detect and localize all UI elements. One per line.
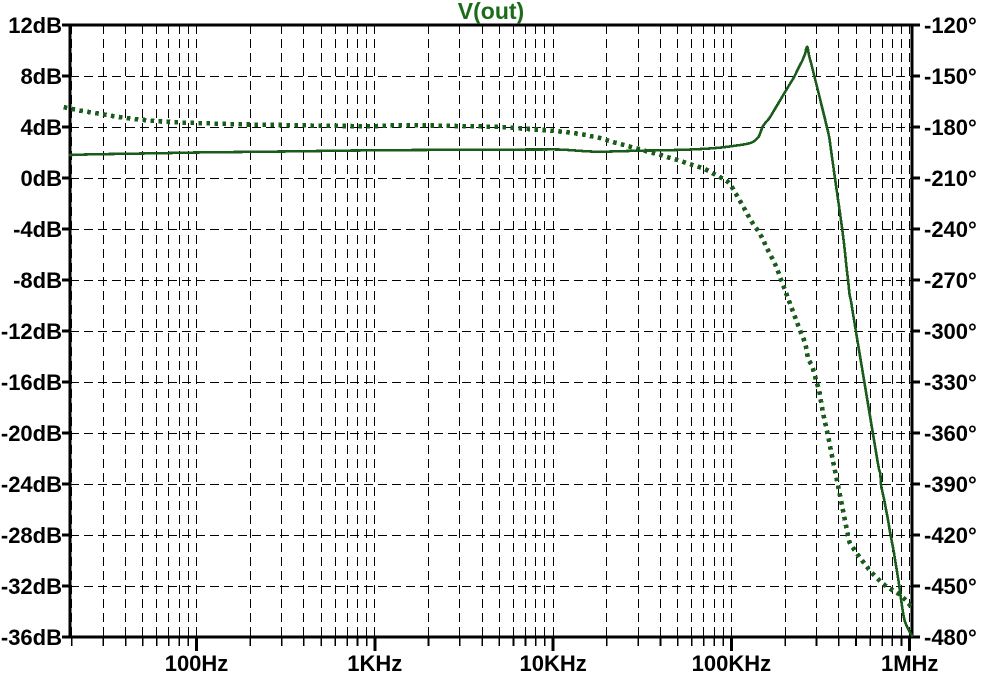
- svg-text:-32dB: -32dB: [1, 574, 62, 599]
- svg-text:-8dB: -8dB: [13, 268, 62, 293]
- svg-text:-4dB: -4dB: [13, 217, 62, 242]
- svg-text:100Hz: 100Hz: [165, 651, 229, 676]
- svg-text:-420°: -420°: [924, 523, 977, 548]
- svg-text:-450°: -450°: [924, 574, 977, 599]
- svg-text:-240°: -240°: [924, 217, 977, 242]
- svg-text:-270°: -270°: [924, 268, 977, 293]
- svg-text:1MHz: 1MHz: [881, 651, 938, 676]
- svg-text:-480°: -480°: [924, 625, 977, 650]
- svg-text:12dB: 12dB: [8, 13, 62, 38]
- svg-text:V(out): V(out): [458, 0, 524, 24]
- svg-text:-360°: -360°: [924, 421, 977, 446]
- svg-text:-300°: -300°: [924, 319, 977, 344]
- svg-text:4dB: 4dB: [20, 115, 62, 140]
- svg-text:-24dB: -24dB: [1, 472, 62, 497]
- svg-text:-36dB: -36dB: [1, 625, 62, 650]
- svg-text:-16dB: -16dB: [1, 370, 62, 395]
- svg-text:100KHz: 100KHz: [692, 651, 771, 676]
- svg-text:-12dB: -12dB: [1, 319, 62, 344]
- svg-text:8dB: 8dB: [20, 64, 62, 89]
- svg-text:-28dB: -28dB: [1, 523, 62, 548]
- svg-text:-210°: -210°: [924, 166, 977, 191]
- svg-text:-120°: -120°: [924, 13, 977, 38]
- svg-text:-330°: -330°: [924, 370, 977, 395]
- svg-text:10KHz: 10KHz: [519, 651, 586, 676]
- svg-text:-390°: -390°: [924, 472, 977, 497]
- svg-text:-150°: -150°: [924, 64, 977, 89]
- svg-text:0dB: 0dB: [20, 166, 62, 191]
- svg-text:-20dB: -20dB: [1, 421, 62, 446]
- svg-text:1KHz: 1KHz: [347, 651, 402, 676]
- svg-text:-180°: -180°: [924, 115, 977, 140]
